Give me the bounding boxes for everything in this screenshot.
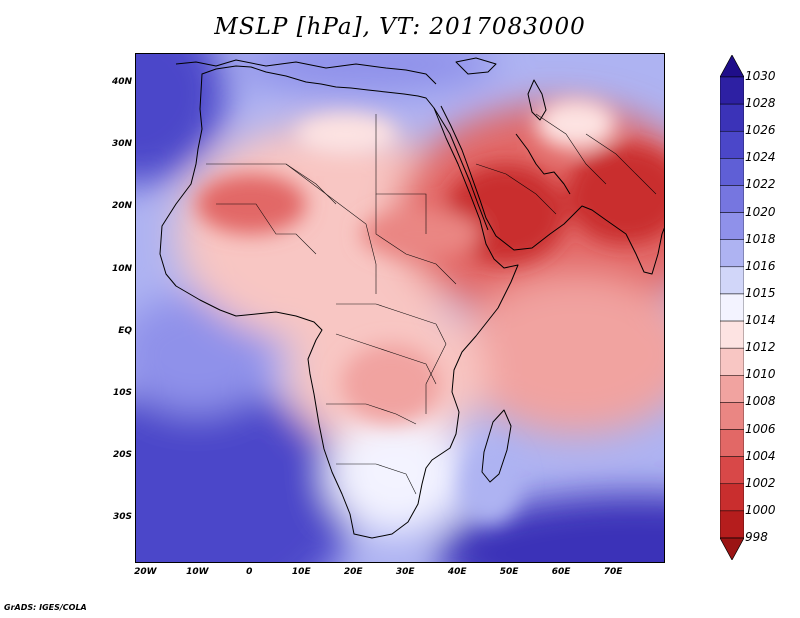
- colorbar-box: [720, 239, 744, 268]
- colorbar-label-1008: 1008: [745, 394, 776, 409]
- colorbar-label-1020: 1020: [745, 204, 776, 219]
- colorbar-label-1024: 1024: [745, 150, 776, 165]
- lon-label-40e: 40E: [447, 567, 467, 577]
- lat-label-40n: 40N: [111, 77, 132, 88]
- lon-label-20w: 20W: [134, 567, 157, 577]
- colorbar-label-1010: 1010: [745, 367, 776, 382]
- lon-label-20e: 20E: [343, 567, 363, 577]
- map-panel[interactable]: [135, 53, 665, 563]
- colorbar-box: [720, 483, 744, 512]
- high-iran: [536, 99, 616, 149]
- caspian-coast: [527, 79, 547, 121]
- border-pakistan: [585, 133, 657, 195]
- low-sudan: [361, 209, 481, 259]
- border-angola-zambia: [326, 403, 417, 425]
- colorbar-label-1022: 1022: [745, 177, 776, 192]
- madagascar-coastline: [481, 409, 512, 483]
- colorbar-label-1026: 1026: [745, 123, 776, 138]
- lat-label-10s: 10S: [112, 388, 132, 399]
- red-sea-coast: [433, 107, 489, 231]
- low-pakistan: [566, 144, 664, 244]
- colorbar-box: [720, 375, 744, 403]
- border-southern: [336, 463, 417, 495]
- colorbar-label-1004: 1004: [745, 448, 776, 463]
- colorbar-box: [720, 185, 744, 213]
- colorbar-label-998: 998: [745, 530, 768, 544]
- colorbar-box: [720, 456, 744, 485]
- lat-label-20n: 20N: [111, 201, 132, 212]
- colorbar-bottom-arrow: [720, 537, 744, 560]
- colorbar-label-1015: 1015: [745, 285, 776, 300]
- lon-label-50e: 50E: [499, 567, 519, 577]
- colorbar-label-1012: 1012: [745, 340, 776, 355]
- colorbar-label-1028: 1028: [745, 96, 776, 111]
- lat-label-10n: 10N: [111, 263, 132, 274]
- lon-label-70e: 70E: [603, 567, 623, 577]
- neutral-libya: [296, 114, 396, 154]
- lon-label-10e: 10E: [291, 567, 311, 577]
- colorbar-label-1030: 1030: [745, 69, 776, 83]
- high-indian-ocean: [436, 494, 664, 562]
- africa-coastline: [159, 65, 519, 539]
- colorbar-label-1014: 1014: [745, 313, 776, 328]
- colorbar-box: [720, 402, 744, 430]
- high-azores: [136, 54, 226, 184]
- border-iran: [535, 113, 607, 185]
- lat-label-eq: EQ: [118, 325, 132, 336]
- high-mediterranean: [236, 54, 496, 94]
- colorbar-top-arrow: [720, 55, 744, 78]
- colorbar-label-1002: 1002: [745, 475, 776, 490]
- border-congo: [335, 333, 437, 385]
- lat-label-20s: 20S: [112, 450, 132, 461]
- border-niger-chad: [285, 163, 377, 294]
- coastlines: [159, 57, 664, 539]
- colorbar-label-1000: 1000: [745, 502, 776, 517]
- pressure-field: [136, 54, 664, 562]
- map-title: MSLP [hPa], VT: 2017083000: [214, 14, 586, 40]
- colorbar-box: [720, 76, 744, 105]
- lon-label-10w: 10W: [186, 567, 209, 577]
- colorbar-box: [720, 130, 744, 159]
- colorbar-label-1016: 1016: [745, 258, 776, 273]
- high-south-atlantic: [136, 384, 356, 562]
- colorbar: [720, 55, 744, 560]
- colorbar-box: [720, 320, 744, 349]
- colorbar-box: [720, 510, 744, 539]
- colorbar-label-1018: 1018: [745, 231, 776, 246]
- border-mali: [216, 203, 317, 255]
- high-mozambique-channel: [461, 444, 521, 524]
- mediterranean-north-coast: [175, 59, 437, 85]
- gulf-coastline: [515, 133, 571, 195]
- border-east-africa: [425, 323, 447, 414]
- colorbar-box: [720, 212, 744, 240]
- lon-label-30e: 30E: [395, 567, 415, 577]
- borders: [206, 113, 657, 495]
- colorbar-box: [720, 347, 744, 376]
- neutral-southern-africa: [326, 414, 466, 534]
- lon-label-60e: 60E: [551, 567, 571, 577]
- colorbar-box: [720, 293, 744, 322]
- border-sudan: [375, 194, 457, 285]
- border-saudi: [475, 163, 557, 215]
- lat-label-30s: 30S: [112, 512, 132, 523]
- border-libya-egypt: [375, 114, 427, 234]
- border-central-africa: [336, 303, 437, 325]
- low-indian-ocean-north: [456, 274, 664, 434]
- lat-label-30n: 30N: [111, 139, 132, 150]
- arabia-coastline: [440, 105, 664, 275]
- lon-label-0: 0: [246, 567, 253, 577]
- colorbar-box: [720, 103, 744, 132]
- colorbar-box: [720, 266, 744, 295]
- black-sea-coast: [455, 57, 497, 75]
- colorbar-box: [720, 429, 744, 457]
- colorbar-box: [720, 158, 744, 186]
- credit-text: GrADS: IGES/COLA: [4, 603, 87, 612]
- colorbar-label-1006: 1006: [745, 421, 776, 436]
